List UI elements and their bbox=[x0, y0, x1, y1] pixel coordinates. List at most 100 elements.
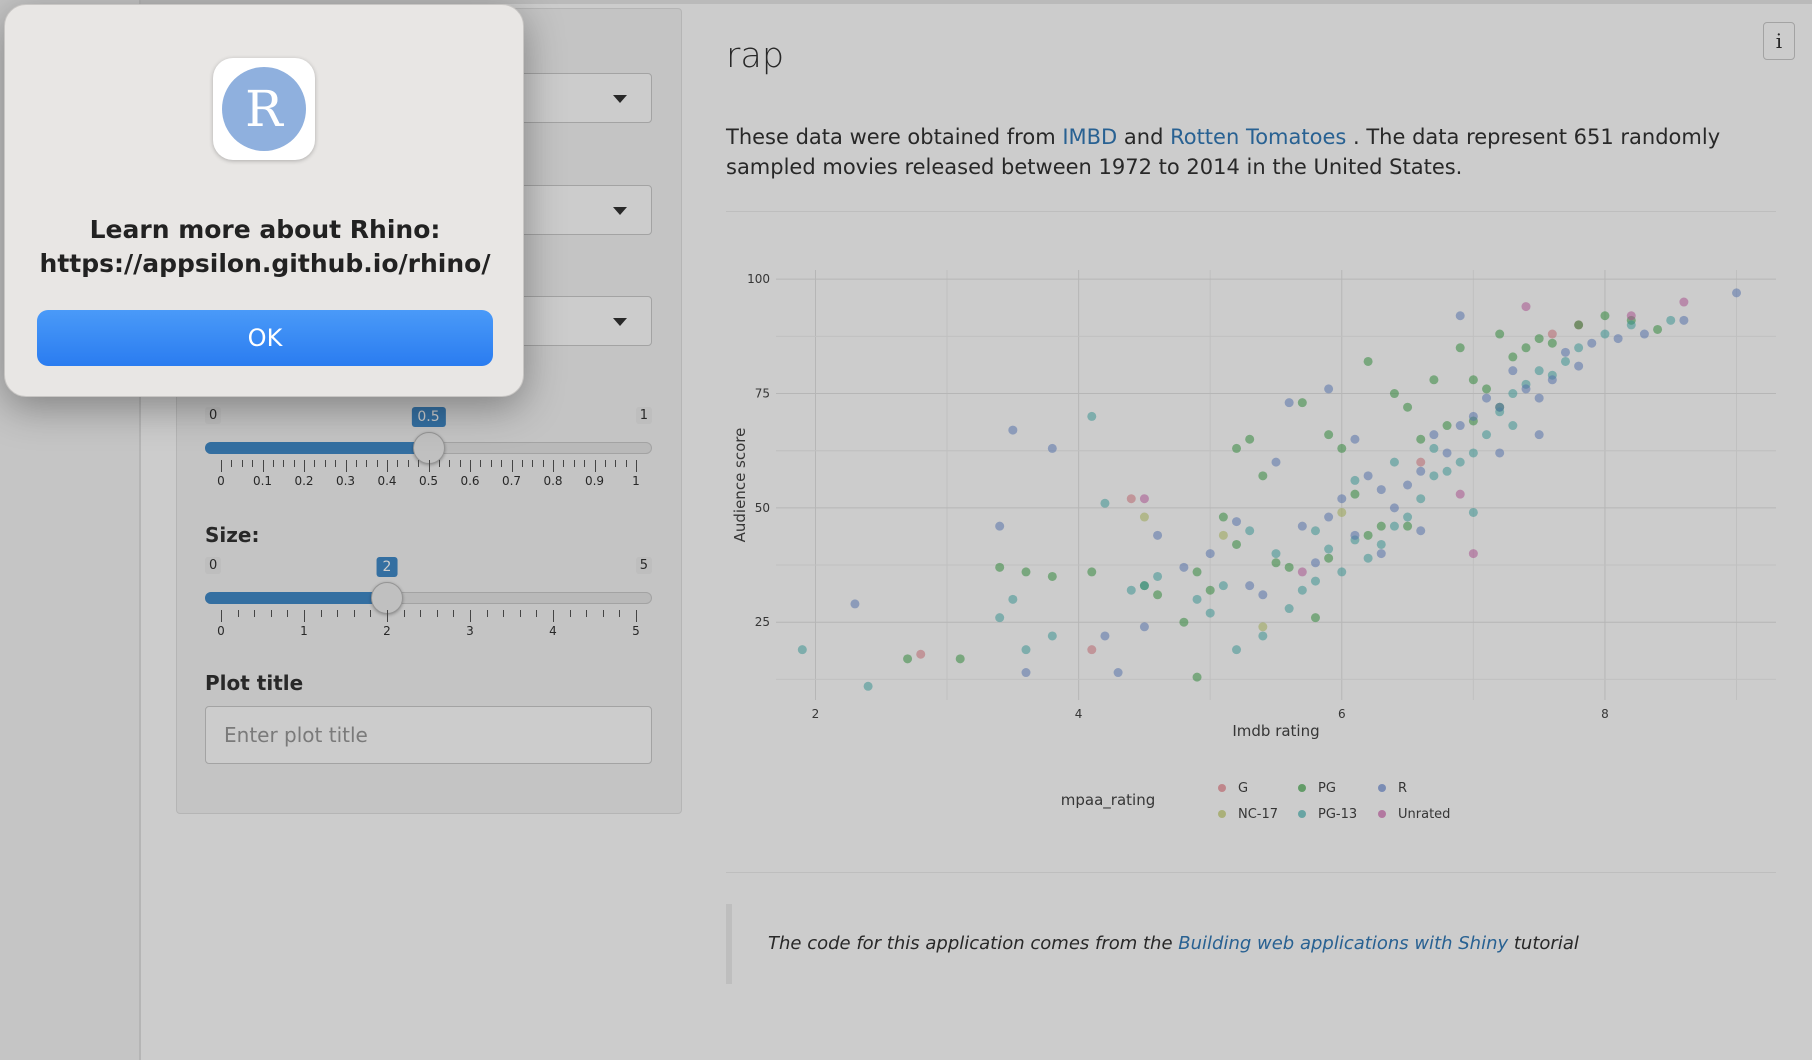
data-point-pg bbox=[995, 562, 1005, 572]
y-tick-label: 25 bbox=[755, 615, 770, 629]
data-point-r bbox=[1363, 471, 1373, 481]
data-point-pg-13 bbox=[1508, 421, 1518, 431]
plot-title-label: Plot title bbox=[205, 671, 304, 695]
data-point-pg bbox=[1600, 311, 1610, 321]
slider-tick bbox=[241, 460, 243, 467]
slider-tick-label: 1 bbox=[300, 624, 308, 638]
r-app-icon: R bbox=[213, 58, 315, 160]
data-point-pg-13 bbox=[1337, 567, 1347, 577]
slider-min: 0 bbox=[205, 407, 222, 424]
slider-tick-label: 0.7 bbox=[501, 474, 522, 488]
data-point-g bbox=[1416, 457, 1426, 467]
legend-label: R bbox=[1398, 781, 1407, 796]
slider-tick bbox=[480, 460, 482, 467]
slider-tick-label: 3 bbox=[466, 624, 474, 638]
slider-tick bbox=[532, 460, 534, 467]
data-point-r bbox=[1455, 421, 1465, 431]
data-point-pg-13 bbox=[1389, 521, 1399, 531]
y-tick-label: 50 bbox=[755, 501, 770, 515]
slider-tick bbox=[470, 610, 471, 622]
data-point-pg bbox=[955, 654, 965, 664]
data-point-pg-13 bbox=[1429, 471, 1439, 481]
data-point-pg-13 bbox=[1508, 389, 1518, 399]
data-point-g bbox=[1087, 645, 1097, 655]
data-point-r bbox=[1310, 558, 1320, 568]
slider-tick bbox=[254, 610, 256, 617]
info-icon[interactable]: i bbox=[1763, 22, 1795, 60]
data-point-r bbox=[1324, 384, 1334, 394]
slider-tick bbox=[553, 610, 554, 622]
chevron-down-icon bbox=[613, 318, 627, 326]
data-point-r bbox=[1534, 430, 1544, 440]
slider-tick bbox=[283, 460, 285, 467]
slider-tick bbox=[355, 460, 357, 467]
data-point-r bbox=[1047, 443, 1057, 453]
legend-marker bbox=[1298, 784, 1306, 792]
legend-marker bbox=[1298, 810, 1306, 818]
data-point-unrated bbox=[1455, 489, 1465, 499]
slider-tick bbox=[221, 610, 222, 622]
page-title: rap bbox=[726, 36, 785, 76]
legend-marker bbox=[1378, 810, 1386, 818]
slider-tick bbox=[304, 460, 305, 472]
slider-tick bbox=[604, 460, 606, 467]
divider bbox=[726, 872, 1776, 873]
slider-tick-label: 5 bbox=[632, 624, 640, 638]
ok-button[interactable]: OK bbox=[37, 310, 493, 366]
data-point-pg-13 bbox=[1008, 594, 1018, 604]
data-point-pg bbox=[1574, 320, 1584, 330]
data-point-pg-13 bbox=[1258, 631, 1268, 641]
data-point-pg bbox=[1389, 389, 1399, 399]
slider-tick-label: 0.6 bbox=[460, 474, 480, 488]
data-point-r bbox=[1324, 512, 1334, 522]
data-point-pg bbox=[1232, 539, 1242, 549]
data-point-pg-13 bbox=[863, 681, 873, 691]
slider-tick-label: 2 bbox=[383, 624, 391, 638]
slider-value: 2 bbox=[376, 557, 398, 577]
slider-tick bbox=[586, 610, 588, 617]
chevron-down-icon bbox=[613, 95, 627, 103]
slider-tick bbox=[573, 460, 575, 467]
plot-title-input[interactable] bbox=[205, 706, 652, 764]
data-point-pg-13 bbox=[1574, 343, 1584, 353]
data-point-pg bbox=[1403, 402, 1413, 412]
size-slider[interactable]: 0 5 2 0 1 2 3 4 5 bbox=[205, 557, 652, 657]
data-point-pg bbox=[1521, 343, 1531, 353]
data-point-pg bbox=[1403, 521, 1413, 531]
rotten-tomatoes-link[interactable]: Rotten Tomatoes bbox=[1170, 125, 1347, 149]
data-point-unrated bbox=[1297, 567, 1307, 577]
slider-tick bbox=[420, 610, 422, 617]
data-point-nc-17 bbox=[1218, 530, 1228, 540]
alpha-slider[interactable]: 0 1 0.5 0 0.1 0.2 0.3 0.4 0.5 0.6 0.7 0.8 0.9 1 bbox=[205, 407, 652, 507]
slider-tick bbox=[304, 610, 305, 622]
data-point-pg-13 bbox=[1429, 443, 1439, 453]
alert-dialog: R Learn more about Rhino: https://appsil… bbox=[4, 4, 524, 397]
dialog-message: Learn more about Rhino: https://appsilon… bbox=[39, 215, 491, 278]
data-point-unrated bbox=[1521, 302, 1531, 312]
imbd-link[interactable]: IMBD bbox=[1062, 125, 1118, 149]
data-point-pg bbox=[903, 654, 913, 664]
slider-tick-label: 0.9 bbox=[584, 474, 605, 488]
data-point-pg bbox=[1337, 443, 1347, 453]
data-point-r bbox=[1521, 384, 1531, 394]
data-point-pg-13 bbox=[1218, 581, 1228, 591]
data-point-r bbox=[1271, 457, 1281, 467]
data-point-r bbox=[1297, 521, 1307, 531]
data-point-r bbox=[1376, 485, 1386, 495]
slider-tick bbox=[272, 460, 274, 467]
data-point-pg bbox=[1192, 567, 1202, 577]
shiny-tutorial-link[interactable]: Building web applications with Shiny bbox=[1178, 933, 1509, 954]
slider-tick-label: 0.4 bbox=[377, 474, 397, 488]
data-point-pg bbox=[1416, 434, 1426, 444]
slider-fill bbox=[205, 592, 387, 604]
data-point-nc-17 bbox=[1258, 622, 1268, 632]
data-point-pg-13 bbox=[1271, 549, 1281, 559]
slider-tick bbox=[619, 610, 621, 617]
slider-tick-label: 0.3 bbox=[335, 474, 356, 488]
data-point-pg bbox=[1310, 613, 1320, 623]
slider-tick bbox=[270, 610, 272, 617]
slider-tick bbox=[453, 610, 455, 617]
slider-tick bbox=[287, 610, 289, 617]
slider-tick bbox=[436, 610, 438, 617]
slider-tick bbox=[521, 460, 523, 467]
